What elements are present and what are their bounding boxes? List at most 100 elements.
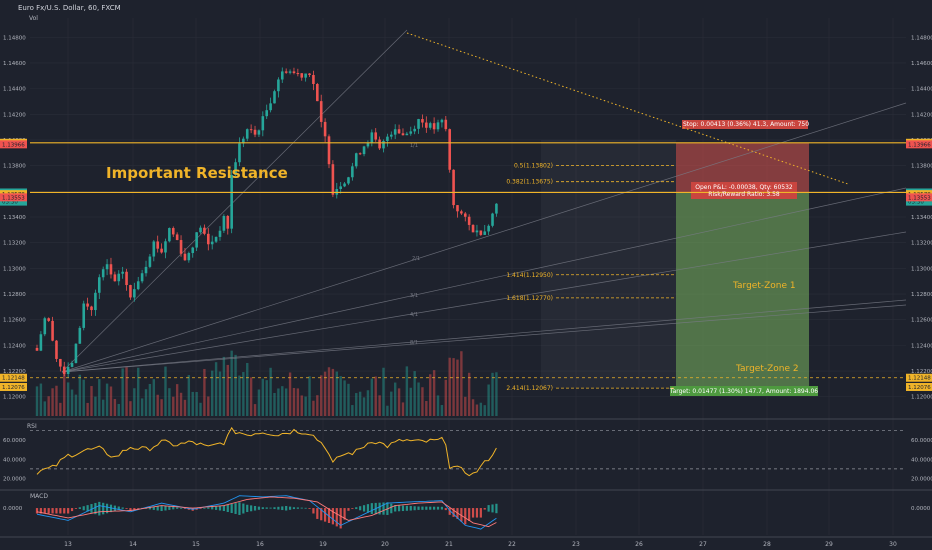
- volume-bar: [374, 376, 377, 416]
- price-tick-right: 1.13200: [911, 241, 932, 247]
- volume-bar: [203, 368, 206, 416]
- volume-bar: [160, 399, 163, 416]
- macd-histogram-bar: [405, 505, 408, 511]
- volume-bar: [292, 387, 296, 416]
- macd-histogram-bar: [324, 508, 327, 522]
- horizontal-lines: [30, 142, 906, 379]
- candle-body: [292, 71, 296, 74]
- volume-bar: [152, 379, 155, 416]
- time-axis[interactable]: 13 14 15 16 19 20 21 22 23 26 27 28 29 30: [0, 536, 932, 548]
- volume-bar: [133, 388, 136, 416]
- volume-bar: [101, 399, 105, 416]
- macd-histogram-bar: [495, 503, 498, 514]
- volume-bar: [39, 383, 43, 416]
- macd-histogram-bar: [156, 506, 159, 511]
- volume-bar: [66, 382, 70, 416]
- macd-histogram-bar: [234, 503, 237, 514]
- volume-bar: [148, 383, 152, 416]
- price-tag-right-bg: [906, 193, 932, 202]
- macd-histogram-bar: [133, 508, 136, 510]
- macd-histogram-bar: [74, 508, 78, 509]
- volume-bar: [222, 356, 226, 416]
- macd-histogram-bar: [331, 508, 334, 525]
- candle-body: [366, 143, 370, 147]
- price-tag-right: 1.13966: [908, 142, 931, 148]
- candle-body: [203, 227, 206, 234]
- candle-body: [327, 136, 331, 165]
- volume-bar: [35, 386, 39, 416]
- macd-histogram-bar: [491, 504, 494, 513]
- price-tag-left-bg: [0, 193, 27, 202]
- position-tool[interactable]: [670, 120, 818, 396]
- volume-bar: [487, 384, 490, 416]
- candle-body: [86, 303, 89, 307]
- candle-body: [59, 358, 62, 367]
- macd-histogram-bar: [355, 507, 358, 510]
- volume-bar: [277, 388, 280, 416]
- macd-histogram-bar: [444, 508, 447, 511]
- candle-body: [316, 83, 319, 102]
- volume-bar: [74, 394, 78, 416]
- candle-body: [187, 253, 191, 261]
- fan-line: [61, 102, 907, 373]
- fan-line: [61, 304, 907, 373]
- macd-histogram-bar: [109, 504, 113, 513]
- volume-bar: [401, 402, 405, 416]
- macd-histogram-bar: [471, 508, 475, 518]
- volume-bar: [70, 389, 74, 416]
- candle-body: [354, 153, 358, 167]
- candle-body: [144, 266, 148, 274]
- volume-bar: [417, 382, 420, 416]
- price-tag-left: 1.12076: [2, 385, 25, 391]
- volume-bar: [109, 386, 113, 416]
- candle-body: [129, 285, 132, 298]
- rsi-pane: 60.0000 60.0000 40.0000 40.0000 20.0000 20.00…: [0, 418, 932, 482]
- price-tick-right: 1.12600: [911, 318, 932, 324]
- volume-bar: [129, 401, 132, 416]
- candle-body: [62, 366, 66, 375]
- macd-histogram-bar: [67, 508, 70, 514]
- candle-body: [273, 91, 276, 104]
- candle-body: [191, 247, 195, 254]
- macd-histogram-bar: [320, 508, 323, 521]
- candle-body: [378, 139, 381, 149]
- candle-body: [39, 334, 43, 351]
- time-tick: 13: [64, 541, 72, 548]
- candle-body: [156, 241, 159, 249]
- macd-histogram-bar: [292, 507, 296, 510]
- price-tick-right: 1.13400: [911, 215, 932, 221]
- volume-bar: [105, 383, 109, 416]
- candle-body: [421, 119, 424, 123]
- candle-body: [312, 75, 315, 84]
- candle-body: [70, 363, 74, 367]
- macd-histogram-bar: [312, 508, 315, 514]
- stop-info: Stop: 0.00413 (0.36%) 41.3, Amount: 750: [683, 121, 809, 128]
- volume-bar: [257, 389, 261, 416]
- macd-histogram-bar: [265, 507, 268, 509]
- candle-body: [101, 269, 105, 278]
- volume-bar: [366, 390, 370, 416]
- price-axis[interactable]: 1.14800 1.14800 1.14600 1.14600 1.14400 1.144…: [0, 35, 932, 401]
- macd-pane: 0.0000 0.0000: [0, 489, 932, 530]
- price-tick-left: 1.13800: [3, 164, 26, 170]
- volume-bar: [156, 394, 159, 416]
- candle-body: [456, 205, 459, 212]
- fan-label: 1/1: [410, 143, 418, 149]
- time-tick: 15: [192, 541, 200, 548]
- symbol-title: Euro Fx/U.S. Dollar, 60, FXCM: [18, 4, 121, 12]
- macd-histogram-bar: [378, 502, 381, 515]
- volume-bar: [479, 402, 483, 416]
- price-tick-right: 1.13000: [911, 266, 932, 272]
- volume-bar: [265, 380, 268, 416]
- volume-label: Vol: [29, 15, 38, 22]
- volume-bar: [343, 380, 346, 416]
- volume-bar: [113, 398, 117, 416]
- volume-bar: [273, 393, 276, 416]
- candle-body: [331, 164, 335, 195]
- macd-histogram-bar: [351, 508, 354, 509]
- rsi-tick-left: 20.0000: [3, 476, 26, 482]
- volume-bar: [63, 370, 66, 416]
- candle-body: [323, 121, 327, 137]
- volume-bar: [347, 383, 350, 416]
